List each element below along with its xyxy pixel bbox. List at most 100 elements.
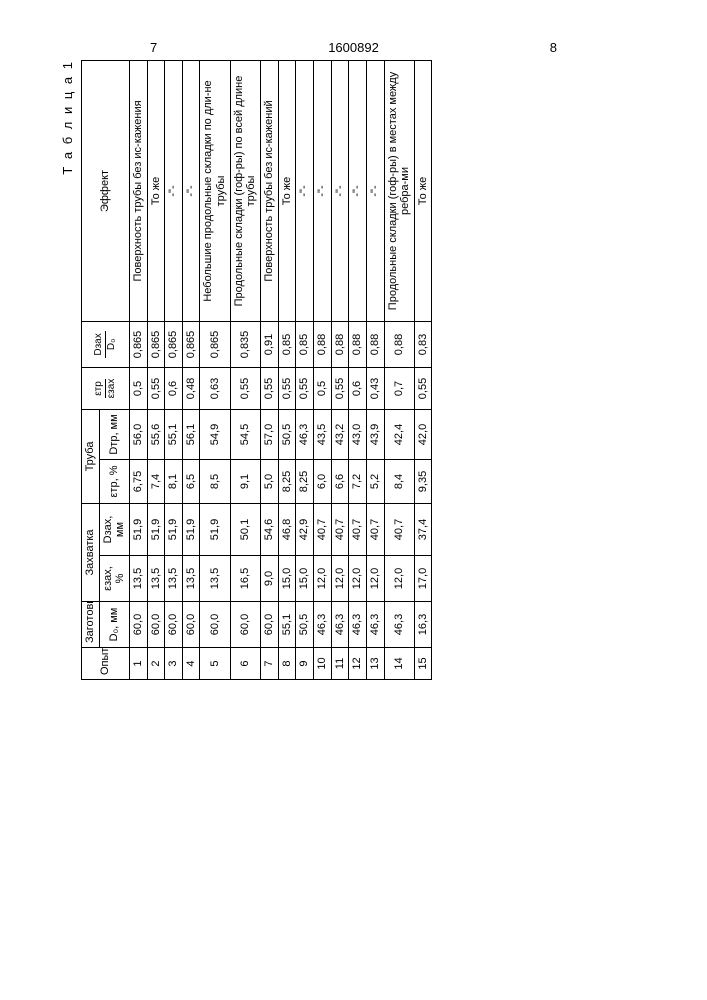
col-d0: D₀, мм — [99, 602, 129, 648]
cell-r2: 0,85 — [278, 321, 296, 367]
table-row: 1046,312,040,76,043,50,50,88-"- — [313, 61, 331, 680]
cell-dt: 46,3 — [296, 409, 314, 459]
cell-ez: 15,0 — [296, 556, 314, 602]
cell-ez: 9,0 — [261, 556, 279, 602]
cell-d0: 46,3 — [384, 602, 414, 648]
table-row: 560,013,551,98,554,90,630,865Небольшие п… — [200, 61, 230, 680]
cell-et: 8,1 — [165, 459, 183, 503]
header-center: 1600892 — [328, 40, 379, 55]
cell-r2: 0,88 — [366, 321, 384, 367]
cell-dt: 43,2 — [331, 409, 349, 459]
cell-et: 6,5 — [182, 459, 200, 503]
cell-dz: 51,9 — [200, 503, 230, 555]
ratio1-fraction: εтр εзах — [94, 379, 117, 399]
cell-ez: 12,0 — [366, 556, 384, 602]
cell-d0: 60,0 — [129, 602, 147, 648]
cell-ez: 13,5 — [165, 556, 183, 602]
cell-d0: 46,3 — [349, 602, 367, 648]
table-row: 1146,312,040,76,643,20,550,88-"- — [331, 61, 349, 680]
cell-eff: -"- — [366, 61, 384, 322]
cell-dz: 40,7 — [384, 503, 414, 555]
cell-n: 4 — [182, 648, 200, 680]
cell-dz: 40,7 — [349, 503, 367, 555]
cell-dt: 56,0 — [129, 409, 147, 459]
table-head: Опыт Заготовка Захватка Труба εтр εзах D… — [82, 61, 130, 680]
cell-et: 7,2 — [349, 459, 367, 503]
cell-dt: 43,5 — [313, 409, 331, 459]
ratio2-dn: D₀ — [106, 331, 117, 357]
cell-dz: 37,4 — [414, 503, 432, 555]
cell-n: 5 — [200, 648, 230, 680]
table-row: 160,013,551,96,7556,00,50,865Поверхность… — [129, 61, 147, 680]
cell-eff: Поверхность трубы без ис-кажения — [129, 61, 147, 322]
cell-dz: 40,7 — [331, 503, 349, 555]
cell-dt: 54,5 — [230, 409, 260, 459]
cell-r2: 0,865 — [129, 321, 147, 367]
cell-r2: 0,865 — [200, 321, 230, 367]
cell-d0: 50,5 — [296, 602, 314, 648]
cell-dt: 55,1 — [165, 409, 183, 459]
cell-ez: 13,5 — [182, 556, 200, 602]
cell-n: 10 — [313, 648, 331, 680]
cell-n: 11 — [331, 648, 349, 680]
data-table: Опыт Заготовка Захватка Труба εтр εзах D… — [81, 60, 432, 680]
cell-ez: 12,0 — [384, 556, 414, 602]
cell-d0: 60,0 — [230, 602, 260, 648]
cell-et: 9,35 — [414, 459, 432, 503]
cell-d0: 46,3 — [366, 602, 384, 648]
col-ratio2: Dзах D₀ — [82, 321, 130, 367]
cell-dz: 51,9 — [182, 503, 200, 555]
table-body: 160,013,551,96,7556,00,50,865Поверхность… — [129, 61, 432, 680]
cell-r1: 0,6 — [165, 367, 183, 409]
cell-ez: 13,5 — [200, 556, 230, 602]
ratio1-up: εтр — [94, 379, 106, 399]
table-row: 1516,317,037,49,3542,00,550,83То же — [414, 61, 432, 680]
col-ezax: εзах, % — [99, 556, 129, 602]
table-row: 1246,312,040,77,243,00,60,88-"- — [349, 61, 367, 680]
cell-r2: 0,865 — [165, 321, 183, 367]
cell-dt: 42,0 — [414, 409, 432, 459]
cell-eff: -"- — [182, 61, 200, 322]
cell-r1: 0,48 — [182, 367, 200, 409]
cell-ez: 13,5 — [129, 556, 147, 602]
cell-r1: 0,55 — [278, 367, 296, 409]
col-etr: εтр, % — [99, 459, 129, 503]
cell-eff: Продольные складки (гоф-ры) в местах меж… — [384, 61, 414, 322]
cell-et: 6,75 — [129, 459, 147, 503]
ratio2-up: Dзах — [94, 331, 106, 357]
cell-n: 13 — [366, 648, 384, 680]
cell-dt: 57,0 — [261, 409, 279, 459]
cell-et: 6,0 — [313, 459, 331, 503]
cell-r1: 0,55 — [230, 367, 260, 409]
cell-r1: 0,7 — [384, 367, 414, 409]
header-left: 7 — [150, 40, 157, 55]
cell-et: 5,0 — [261, 459, 279, 503]
ratio1-dn: εзах — [106, 379, 117, 399]
cell-dz: 51,9 — [129, 503, 147, 555]
cell-r1: 0,55 — [296, 367, 314, 409]
table-row: 1346,312,040,75,243,90,430,88-"- — [366, 61, 384, 680]
page-header: 7 1600892 8 — [150, 40, 557, 55]
cell-eff: -"- — [165, 61, 183, 322]
cell-r2: 0,865 — [182, 321, 200, 367]
table-row: 460,013,551,96,556,10,480,865-"- — [182, 61, 200, 680]
col-truba: Труба — [82, 409, 100, 503]
cell-r1: 0,5 — [313, 367, 331, 409]
cell-dt: 50,5 — [278, 409, 296, 459]
cell-ez: 17,0 — [414, 556, 432, 602]
cell-n: 6 — [230, 648, 260, 680]
cell-dt: 43,0 — [349, 409, 367, 459]
rotated-table-wrapper: Т а б л и ц а 1 Опыт Заготовка Захватка … — [60, 60, 432, 680]
table-row: 660,016,550,19,154,50,550,835Продольные … — [230, 61, 260, 680]
cell-dz: 51,9 — [165, 503, 183, 555]
cell-dt: 56,1 — [182, 409, 200, 459]
cell-dz: 50,1 — [230, 503, 260, 555]
col-effect: Эффект — [82, 61, 130, 322]
cell-d0: 60,0 — [182, 602, 200, 648]
cell-eff: -"- — [296, 61, 314, 322]
cell-d0: 60,0 — [261, 602, 279, 648]
ratio2-fraction: Dзах D₀ — [94, 331, 117, 357]
table-row: 260,013,551,97,455,60,550,865То же — [147, 61, 165, 680]
table-caption: Т а б л и ц а 1 — [60, 60, 75, 680]
table-row: 855,115,046,88,2550,50,550,85То же — [278, 61, 296, 680]
